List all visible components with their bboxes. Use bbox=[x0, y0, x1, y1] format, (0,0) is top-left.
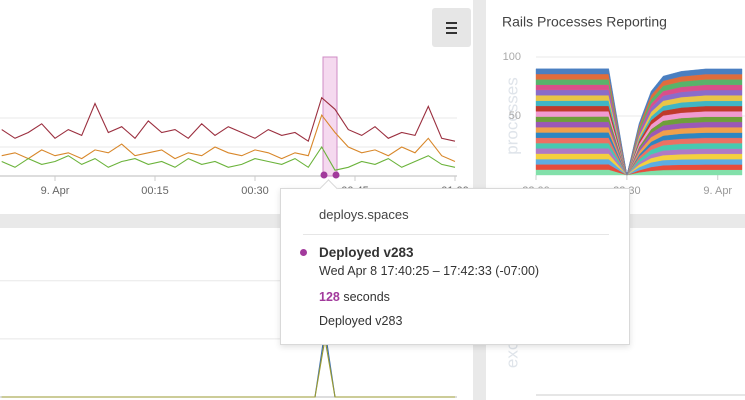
tooltip-dot bbox=[300, 249, 307, 256]
x-tick-label: 00:30 bbox=[241, 185, 269, 197]
x-tick-label: 9. Apr bbox=[703, 185, 732, 197]
deploy-marker bbox=[332, 171, 340, 179]
series-line bbox=[1, 113, 456, 163]
tooltip: deploys.spaces Deployed v283 Wed Apr 8 1… bbox=[280, 179, 630, 345]
tooltip-header: deploys.spaces bbox=[319, 207, 409, 222]
tooltip-title: Deployed v283 bbox=[319, 245, 414, 260]
duration-unit: seconds bbox=[343, 290, 390, 304]
series-line bbox=[1, 145, 456, 171]
menu-button[interactable] bbox=[432, 8, 471, 47]
tooltip-duration: 128 seconds bbox=[319, 290, 390, 304]
y-tick-label: 100 bbox=[503, 51, 521, 63]
deploy-band bbox=[322, 56, 338, 177]
divider bbox=[303, 234, 609, 235]
lines bbox=[1, 96, 456, 171]
panel-title: Rails Processes Reporting bbox=[502, 14, 667, 30]
x-tick-label: 9. Apr bbox=[41, 185, 70, 197]
tooltip-time: Wed Apr 8 17:40:25 – 17:42:33 (-07:00) bbox=[319, 264, 540, 278]
deploy-marker bbox=[320, 171, 328, 179]
stacked-area bbox=[535, 68, 743, 176]
duration-value: 128 bbox=[319, 290, 340, 304]
panel bbox=[0, 0, 473, 214]
x-tick-label: 00:15 bbox=[141, 185, 169, 197]
tooltip-description: Deployed v283 bbox=[319, 314, 403, 328]
series-line bbox=[1, 96, 456, 143]
y-axis-label: processes bbox=[502, 77, 521, 154]
y-tick-label: 50 bbox=[509, 110, 521, 122]
chart: Rails Processes Reportingprocesses501002… bbox=[502, 14, 745, 197]
